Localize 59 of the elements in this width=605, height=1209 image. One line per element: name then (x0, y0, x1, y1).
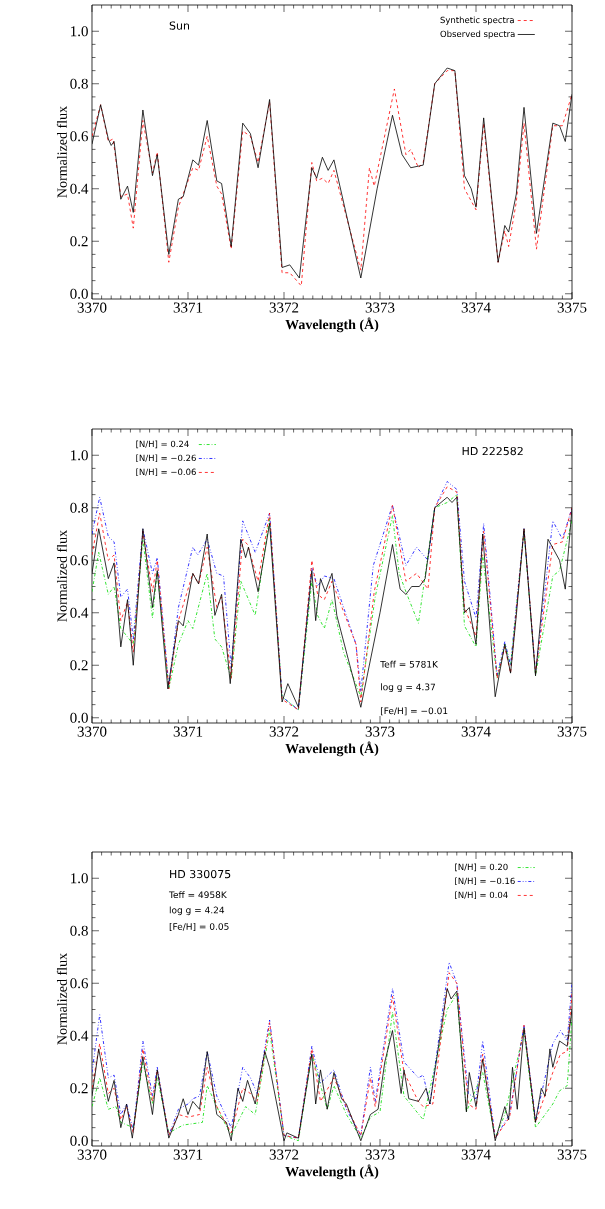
annotation: log g = 4.37 (381, 683, 436, 693)
legend-label: [N/H] = 0.24 (136, 440, 189, 449)
x-tick-label: 3375 (557, 1149, 587, 1160)
x-tick-label: 3373 (365, 726, 395, 737)
annotation: Teff = 4958K (168, 891, 227, 899)
y-axis-title: Normalized flux (56, 106, 67, 198)
x-tick-label: 3372 (269, 1149, 299, 1160)
y-tick-label: 0.2 (70, 660, 88, 671)
legend-label: [N/H] = −0.06 (136, 468, 196, 477)
x-axis-title: Wavelength (Å) (285, 1164, 379, 1180)
legend-label: Synthetic spectra (440, 16, 514, 25)
y-tick-label: 0.8 (70, 78, 88, 89)
y-tick-label: 0.4 (70, 607, 89, 618)
y-tick-label: 0.4 (70, 183, 89, 194)
x-tick-label: 3374 (461, 1149, 491, 1160)
y-tick-label: 0.0 (70, 712, 88, 723)
y-tick-label: 0.2 (70, 236, 88, 247)
annotation: [Fe/H] = −0.01 (380, 707, 448, 716)
x-tick-label: 3370 (77, 302, 107, 313)
y-tick-label: 0.4 (70, 1030, 89, 1041)
y-tick-label: 0.0 (70, 1135, 88, 1146)
legend-label: [N/H] = 0.04 (455, 891, 508, 900)
annotation: log g = 4.24 (169, 906, 225, 916)
legend-label: [N/H] = −0.26 (136, 454, 196, 463)
y-tick-label: 0.6 (70, 978, 89, 989)
x-tick-label: 3373 (365, 1149, 395, 1160)
y-tick-label: 1.0 (71, 26, 88, 37)
y-tick-label: 1.0 (71, 450, 88, 461)
annotation: Sun (169, 21, 189, 30)
x-tick-label: 3370 (77, 1149, 107, 1160)
y-tick-label: 0.0 (70, 288, 88, 299)
x-tick-label: 3373 (365, 302, 395, 313)
x-tick-label: 3372 (269, 302, 299, 313)
y-tick-label: 0.8 (70, 925, 88, 936)
annotation: Teff = 5781K (380, 660, 439, 668)
y-tick-label: 0.6 (70, 555, 89, 566)
x-tick-label: 3371 (173, 726, 203, 737)
legend-label: [N/H] = −0.16 (455, 877, 515, 886)
y-tick-label: 1.0 (71, 873, 88, 884)
annotation: [Fe/H] = 0.05 (169, 922, 229, 931)
x-tick-label: 3371 (173, 1149, 203, 1160)
legend-label: [N/H] = 0.20 (455, 863, 508, 872)
y-axis-title: Normalized flux (56, 953, 67, 1045)
annotation: HD 330075 (170, 869, 231, 879)
x-tick-label: 3375 (557, 726, 587, 737)
y-axis-title: Normalized flux (56, 530, 67, 622)
x-tick-label: 3371 (173, 302, 203, 313)
x-tick-label: 3372 (269, 726, 299, 737)
x-axis-title: Wavelength (Å) (285, 317, 379, 333)
x-tick-label: 3375 (557, 302, 587, 313)
y-tick-label: 0.2 (70, 1083, 88, 1094)
annotation: HD 222582 (462, 446, 523, 456)
x-tick-label: 3370 (77, 726, 107, 737)
y-tick-label: 0.6 (70, 131, 89, 142)
x-axis-title: Wavelength (Å) (285, 741, 379, 757)
x-tick-label: 3374 (461, 302, 491, 313)
y-tick-label: 0.8 (70, 502, 88, 513)
legend-label: Observed spectra (440, 30, 515, 39)
x-tick-label: 3374 (461, 726, 491, 737)
